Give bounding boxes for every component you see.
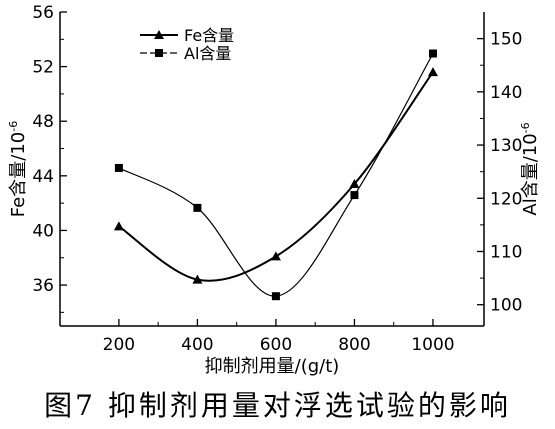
right-axis-tick-label: 140 — [490, 83, 522, 103]
x-axis-tick-label: 1000 — [411, 335, 454, 355]
left-axis-tick-label: 44 — [32, 167, 54, 187]
al-data-point — [271, 292, 280, 301]
al-data-point — [428, 49, 437, 58]
x-axis-title: 抑制剂用量/(g/t) — [205, 356, 340, 377]
right-axis-tick-label: 110 — [490, 242, 522, 262]
fe-data-point — [270, 251, 281, 261]
legend-al-marker — [155, 49, 163, 57]
chart: 36 40 44 48 52 56 100 110 120 130 140 150 200 400 600 8… — [7, 3, 541, 377]
fe-data-point — [113, 221, 124, 231]
x-axis-tick-label: 200 — [103, 335, 135, 355]
al-data-point — [193, 203, 202, 212]
legend-fe-label: Fe含量 — [184, 26, 234, 45]
x-axis-tick-label: 400 — [181, 335, 213, 355]
left-axis-tick-label: 52 — [32, 58, 54, 78]
x-axis-tick-label: 800 — [338, 335, 370, 355]
fe-series-line — [118, 71, 434, 282]
right-axis-title: Al含量/10-6 — [519, 122, 541, 215]
right-axis-tick-label: 120 — [490, 189, 522, 209]
legend-fe-marker — [154, 30, 164, 39]
fe-data-point — [349, 179, 360, 189]
fe-data-point — [192, 274, 203, 284]
fe-data-point — [427, 67, 438, 77]
al-data-point — [350, 191, 359, 200]
right-axis-tick-label: 100 — [490, 296, 522, 316]
right-axis-tick-label: 150 — [490, 30, 522, 50]
left-axis-tick-label: 48 — [32, 112, 54, 132]
al-data-point — [114, 163, 123, 172]
left-axis-tick-label: 36 — [32, 276, 54, 296]
right-axis-tick-label: 130 — [490, 136, 522, 156]
x-axis-tick-label: 600 — [260, 335, 292, 355]
left-axis-tick-label: 40 — [32, 221, 54, 241]
figure-caption: 图7 抑制剂用量对浮选试验的影响 — [44, 389, 511, 422]
left-axis-title: Fe含量/10-6 — [7, 121, 29, 217]
legend-al-label: Al含量 — [184, 44, 231, 63]
left-axis-tick-label: 56 — [32, 3, 54, 23]
